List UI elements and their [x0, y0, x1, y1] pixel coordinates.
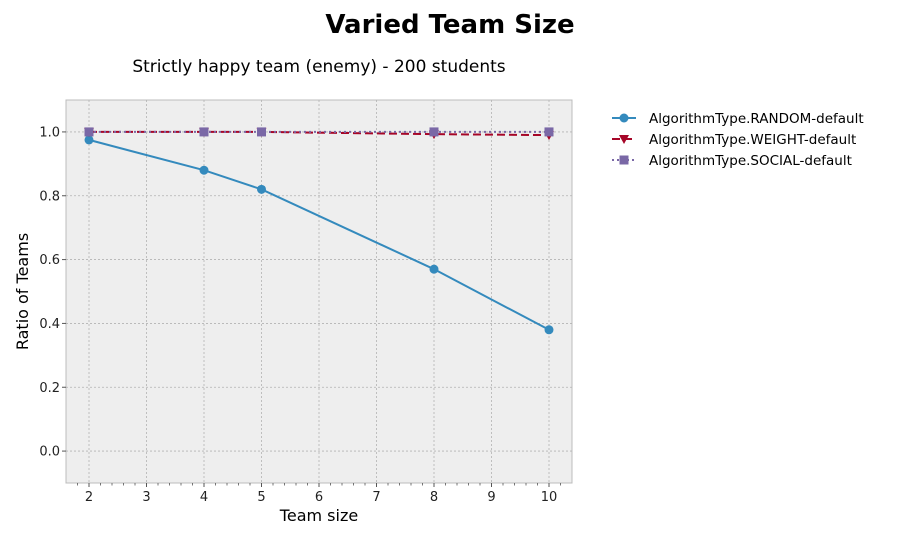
data-point [544, 127, 554, 137]
legend-label: AlgorithmType.WEIGHT-default [649, 132, 856, 148]
x-tick-label: 7 [372, 490, 380, 505]
y-tick-label: 0.0 [39, 445, 60, 460]
data-point [257, 184, 266, 194]
y-tick-label: 0.8 [39, 189, 60, 204]
plot-area [65, 99, 573, 484]
legend-marker [619, 113, 629, 123]
x-tick-label: 10 [541, 490, 558, 505]
x-tick-label: 3 [142, 490, 150, 505]
series-2 [84, 127, 554, 137]
chart-subtitle: Strictly happy team (enemy) - 200 studen… [132, 57, 505, 77]
y-axis-label: Ratio of Teams [13, 233, 32, 350]
legend-item: AlgorithmType.RANDOM-default [612, 111, 864, 127]
x-tick-label: 4 [200, 490, 208, 505]
x-tick-label: 6 [315, 490, 323, 505]
data-point [429, 264, 439, 274]
legend-label: AlgorithmType.SOCIAL-default [649, 153, 852, 169]
data-point [199, 127, 209, 137]
legend-label: AlgorithmType.RANDOM-default [649, 111, 864, 127]
legend-item: AlgorithmType.WEIGHT-default [612, 132, 856, 148]
x-tick-label: 8 [430, 490, 438, 505]
legend-marker [619, 135, 629, 144]
y-tick-label: 0.4 [39, 317, 60, 332]
x-axis-label: Team size [279, 506, 358, 525]
data-point [84, 135, 94, 145]
y-tick-label: 0.2 [39, 381, 60, 396]
y-tick-label: 1.0 [39, 125, 60, 140]
data-point [257, 127, 266, 137]
data-point [429, 127, 439, 137]
legend: AlgorithmType.RANDOM-default AlgorithmTyp… [612, 111, 864, 169]
series-layer [84, 127, 554, 335]
legend-marker [619, 155, 629, 165]
y-tick-label: 0.6 [39, 253, 60, 268]
data-point [544, 325, 554, 335]
x-tick-label: 2 [85, 490, 93, 505]
data-point [199, 165, 209, 175]
data-point [84, 127, 94, 137]
legend-item: AlgorithmType.SOCIAL-default [612, 153, 852, 169]
x-tick-label: 9 [487, 490, 495, 505]
chart-title: Varied Team Size [325, 10, 574, 40]
series-0 [84, 135, 554, 335]
axis-ticks: 2 3 4 5 6 7 8 9 10 0.0 0.2 0.4 0.6 0.8 1.0 [39, 125, 561, 505]
x-tick-label: 5 [257, 490, 265, 505]
